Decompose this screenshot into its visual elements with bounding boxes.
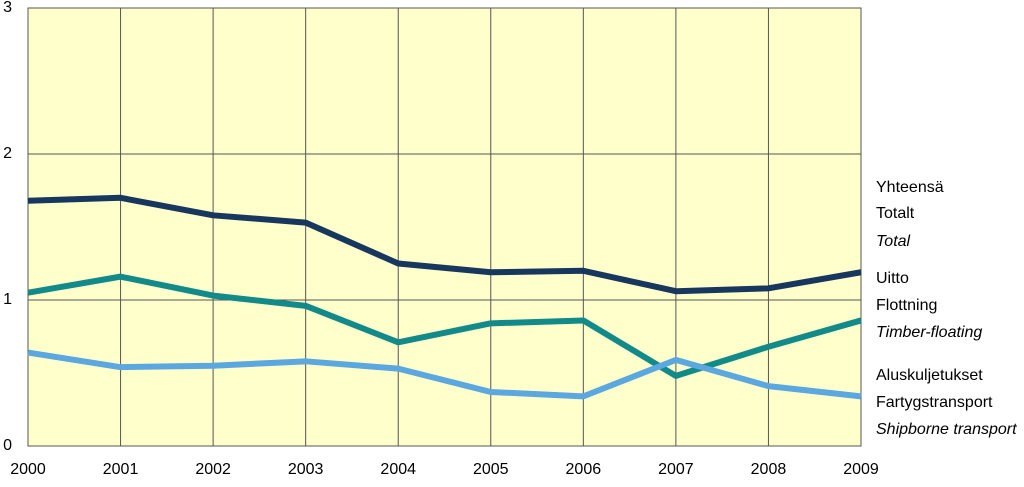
x-tick-label: 2008 (751, 461, 787, 478)
legend-label: Uitto (876, 270, 909, 287)
x-tick-label: 2005 (473, 461, 509, 478)
y-tick-label: 2 (3, 145, 12, 162)
legend-label: Flottning (876, 297, 937, 314)
series-line (27, 273, 862, 379)
x-tick-label: 2006 (566, 461, 602, 478)
x-tick-label: 2003 (288, 461, 324, 478)
x-tick-label: 2007 (658, 461, 694, 478)
legend-label: Yhteensä (876, 179, 944, 196)
x-tick-label: 2001 (103, 461, 139, 478)
x-tick-label: 2000 (10, 461, 46, 478)
series-line (27, 194, 862, 295)
legend-label: Totalt (876, 205, 915, 222)
x-tick-label: 2009 (843, 461, 879, 478)
legend-label: Shipborne transport (876, 421, 1017, 438)
series-line (27, 349, 862, 400)
y-tick-label: 1 (3, 291, 12, 308)
y-tick-label: 3 (3, 0, 12, 16)
x-tick-label: 2004 (380, 461, 416, 478)
legend-label: Timber-floating (876, 324, 982, 341)
legend-label: Aluskuljetukset (876, 367, 983, 384)
x-tick-label: 2002 (195, 461, 231, 478)
legend-label: Total (876, 233, 911, 250)
legend-label: Fartygstransport (876, 394, 993, 411)
y-tick-label: 0 (3, 437, 12, 454)
